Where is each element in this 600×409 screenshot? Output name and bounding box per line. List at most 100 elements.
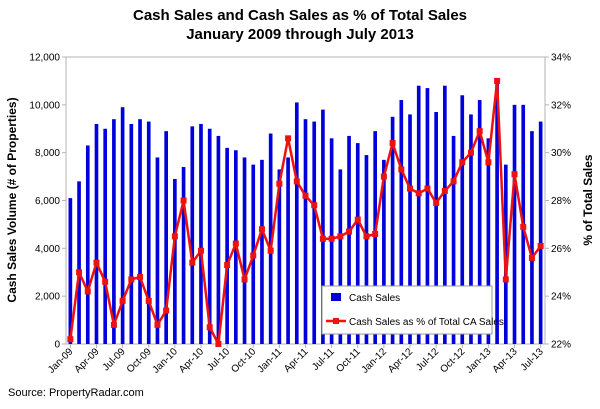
x-tick-label: Apr-10 [177, 346, 206, 375]
chart-title-block: Cash Sales and Cash Sales as % of Total … [0, 6, 600, 44]
pct-point-jul-11 [328, 235, 335, 242]
y-axis-left: 0 2,000 4,000 6,000 8,000 10,000 12,000 [29, 53, 66, 351]
bar-nov-09 [155, 157, 160, 344]
legend-swatch-cash-sales [331, 293, 341, 301]
bar-nov-10 [260, 159, 264, 344]
bar-aug-11 [338, 169, 343, 344]
bar-mar-12 [399, 100, 404, 344]
bar-jul-12 [434, 112, 438, 344]
pct-point-apr-13 [511, 171, 518, 178]
pct-point-dec-11 [372, 230, 379, 237]
pct-point-may-11 [311, 202, 318, 209]
x-tick-label: Jul-09 [101, 346, 128, 373]
y-tick-label: 8,000 [35, 148, 60, 159]
pct-point-aug-09 [128, 276, 135, 283]
bar-nov-11 [364, 155, 369, 344]
bar-feb-10 [181, 167, 186, 344]
y2-tick-label: 22% [551, 340, 571, 351]
x-tick-label: Jul-11 [310, 346, 337, 373]
pct-point-oct-11 [354, 216, 361, 223]
x-tick-label: Jul-13 [519, 346, 546, 373]
bar-may-11 [312, 121, 317, 344]
pct-point-oct-12 [459, 159, 466, 166]
bar-mar-09 [85, 145, 90, 344]
pct-point-may-10 [206, 324, 213, 331]
bar-nov-12 [469, 114, 473, 345]
bar-feb-11 [286, 157, 290, 344]
pct-point-sep-10 [241, 276, 248, 283]
bar-jul-09 [120, 107, 125, 344]
bar-may-10 [207, 128, 212, 344]
y2-tick-label: 24% [551, 292, 571, 303]
bar-oct-09 [146, 121, 151, 344]
y-tick-label: 4,000 [35, 244, 60, 255]
y2-tick-label: 26% [551, 244, 571, 255]
pct-point-jan-13 [485, 159, 492, 166]
pct-point-apr-11 [302, 192, 309, 199]
y-axis-right: 22% 24% 26% 28% 30% 32% 34% [545, 53, 571, 351]
chart-subtitle: January 2009 through July 2013 [186, 26, 414, 43]
bar-sep-09 [138, 119, 142, 345]
bar-jul-10 [225, 147, 229, 344]
pct-point-jan-11 [276, 180, 283, 187]
bar-jun-09 [112, 119, 116, 345]
y-tick-label: 0 [54, 340, 60, 351]
pct-point-apr-12 [407, 185, 414, 192]
bar-dec-09 [164, 131, 168, 344]
pct-point-oct-09 [145, 297, 152, 304]
pct-point-oct-10 [250, 252, 257, 259]
y2-tick-label: 32% [551, 100, 571, 111]
bar-dec-10 [268, 133, 273, 344]
y-axis-title: Cash Sales Volume (# of Properties) [5, 97, 19, 302]
pct-point-mar-10 [189, 259, 196, 266]
source-note: Source: PropertyRadar.com [8, 387, 144, 399]
y2-tick-label: 30% [551, 148, 571, 159]
legend-box [321, 285, 493, 335]
pct-point-mar-13 [502, 276, 509, 283]
pct-point-dec-12 [476, 128, 483, 135]
bar-jun-11 [321, 109, 325, 345]
pct-point-jun-12 [424, 185, 431, 192]
x-tick-label: Jan-10 [151, 346, 181, 376]
bar-apr-12 [408, 114, 412, 345]
bar-aug-12 [443, 85, 447, 344]
legend: Cash Sales Cash Sales as % of Total CA S… [321, 285, 504, 335]
x-tick-label: Oct-09 [125, 346, 154, 375]
x-tick-label: Jul-10 [205, 346, 232, 373]
x-tick-label: Apr-09 [73, 346, 102, 375]
y-tick-label: 2,000 [35, 292, 60, 303]
x-tick-label: Oct-12 [438, 346, 467, 375]
pct-point-sep-09 [137, 274, 144, 281]
pct-point-feb-10 [180, 197, 187, 204]
pct-point-feb-11 [285, 135, 292, 142]
bar-apr-11 [303, 119, 308, 345]
pct-point-jul-09 [119, 297, 126, 304]
pct-point-feb-13 [494, 77, 501, 84]
bar-feb-13 [495, 80, 499, 345]
x-tick-label: Jul-12 [414, 346, 441, 373]
pct-point-nov-12 [467, 149, 474, 156]
pct-point-mar-12 [398, 166, 405, 173]
pct-point-aug-11 [337, 233, 344, 240]
pct-point-may-09 [102, 278, 109, 285]
bar-jan-09 [68, 198, 73, 344]
y-tick-label: 10,000 [29, 100, 60, 111]
pct-point-sep-11 [346, 228, 353, 235]
x-tick-label: Apr-12 [386, 346, 415, 375]
x-tick-label: Oct-10 [229, 346, 258, 375]
bar-oct-12 [460, 95, 465, 345]
bar-jun-10 [216, 135, 221, 344]
pct-point-may-13 [520, 223, 527, 230]
bar-jul-13 [538, 121, 543, 344]
bar-aug-09 [129, 123, 134, 344]
pct-point-may-12 [415, 190, 422, 197]
pct-point-mar-09 [84, 288, 91, 295]
legend-label-cash-sales: Cash Sales [349, 293, 400, 304]
line-group [67, 77, 544, 347]
bar-dec-12 [477, 100, 482, 344]
pct-point-aug-10 [232, 240, 239, 247]
bar-jan-13 [486, 138, 491, 344]
pct-point-dec-10 [267, 247, 274, 254]
pct-point-jan-09 [67, 336, 74, 343]
